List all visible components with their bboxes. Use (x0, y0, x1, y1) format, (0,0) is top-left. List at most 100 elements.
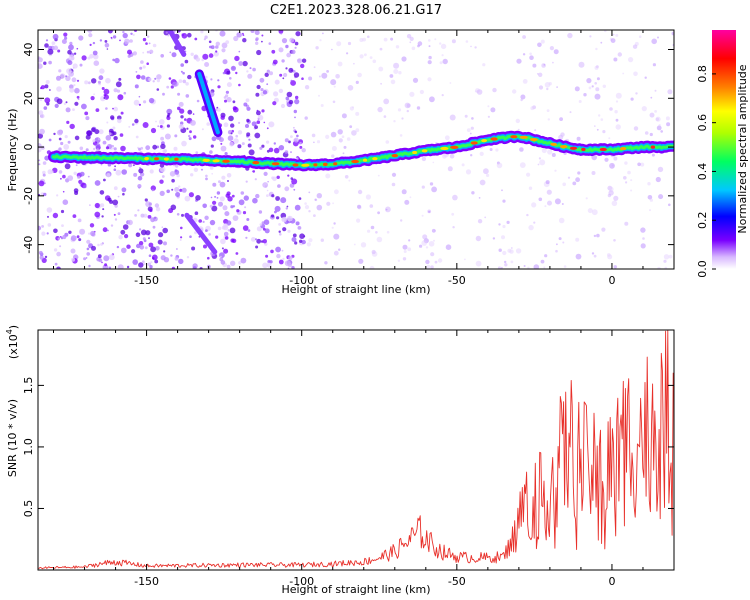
noise-speckle (262, 90, 268, 95)
noise-speckle (221, 225, 226, 230)
noise-speckle (285, 96, 290, 101)
ridge-peak (271, 162, 280, 166)
noise-speckle (103, 97, 106, 99)
noise-speckle (226, 70, 231, 75)
noise-speckle (176, 248, 178, 250)
noise-speckle (219, 252, 225, 259)
noise-speckle (591, 252, 595, 255)
noise-speckle (290, 151, 292, 154)
noise-speckle (62, 190, 65, 193)
noise-speckle (61, 39, 67, 44)
noise-speckle (613, 195, 619, 201)
noise-speckle (259, 146, 263, 150)
noise-speckle (159, 148, 162, 150)
noise-speckle (184, 59, 189, 64)
streaks (166, 30, 223, 255)
noise-speckle (224, 99, 227, 103)
noise-speckle (496, 162, 503, 169)
noise-speckle (71, 257, 76, 262)
noise-speckle (65, 75, 68, 78)
noise-speckle (640, 243, 646, 249)
noise-speckle (185, 82, 189, 86)
noise-speckle (152, 144, 158, 150)
noise-speckle (57, 49, 61, 53)
noise-speckle (148, 77, 152, 82)
noise-speckle (509, 249, 514, 254)
ridge-peak (412, 150, 417, 155)
noise-speckle (63, 144, 70, 150)
noise-speckle (654, 110, 657, 113)
streak-outer (166, 30, 187, 57)
noise-speckle (633, 71, 638, 77)
noise-speckle (38, 225, 42, 231)
noise-speckle (355, 80, 359, 84)
noise-speckle (79, 228, 86, 235)
noise-speckle (135, 71, 138, 73)
noise-speckle (632, 44, 638, 49)
noise-speckle (308, 210, 311, 213)
noise-speckle (114, 57, 120, 64)
noise-speckle (313, 214, 316, 218)
noise-speckle (212, 200, 217, 205)
noise-speckle (75, 164, 78, 167)
noise-speckle (594, 125, 596, 127)
noise-speckle (149, 169, 154, 174)
noise-speckle (271, 176, 275, 180)
noise-speckle (668, 203, 671, 207)
noise-speckle (602, 130, 606, 134)
noise-speckle (195, 151, 199, 155)
ridge-peak (202, 158, 210, 162)
noise-speckle (41, 231, 46, 236)
ridge-peak (313, 163, 318, 167)
ridge-peak (333, 162, 338, 166)
noise-speckle (101, 215, 104, 218)
noise-speckle (179, 239, 182, 241)
noise-speckle (123, 91, 127, 95)
noise-speckle (266, 189, 269, 192)
noise-speckle (540, 259, 545, 264)
noise-speckle (42, 161, 47, 165)
noise-speckle (210, 196, 213, 199)
noise-speckle (52, 33, 59, 40)
noise-speckle (102, 227, 108, 233)
noise-speckle (65, 107, 71, 113)
noise-speckle (470, 126, 474, 130)
noise-speckle (143, 100, 147, 104)
noise-speckle (288, 99, 294, 105)
noise-speckle (441, 94, 444, 97)
noise-speckle (160, 136, 165, 141)
noise-speckle (100, 203, 105, 208)
noise-speckle (575, 177, 580, 183)
noise-speckle (254, 132, 261, 139)
noise-speckle (238, 61, 244, 66)
noise-speckle (232, 215, 239, 222)
noise-speckle (298, 197, 302, 200)
snr-frame (37, 329, 675, 571)
noise-speckle (495, 148, 499, 152)
noise-speckle (276, 175, 280, 179)
noise-speckle (326, 201, 331, 206)
noise-speckle (207, 256, 210, 260)
noise-speckle (143, 213, 148, 218)
noise-speckle (182, 79, 187, 84)
noise-speckle (326, 70, 329, 73)
noise-speckle (268, 147, 274, 153)
noise-speckle (627, 170, 631, 175)
noise-speckle (237, 130, 243, 135)
noise-speckle (236, 209, 240, 213)
noise-speckle (357, 72, 362, 78)
noise-speckle (101, 261, 103, 264)
noise-speckle (430, 252, 435, 257)
noise-speckle (223, 231, 229, 237)
noise-speckle (203, 38, 206, 41)
noise-speckle (604, 157, 609, 162)
noise-speckle (433, 239, 435, 242)
noise-speckle (471, 117, 474, 120)
noise-speckle (104, 42, 110, 48)
noise-speckle (117, 212, 121, 216)
noise-speckle (120, 145, 126, 152)
noise-speckle (150, 261, 153, 264)
noise-speckle (316, 140, 321, 144)
noise-speckle (248, 138, 251, 141)
noise-speckle (558, 134, 564, 140)
